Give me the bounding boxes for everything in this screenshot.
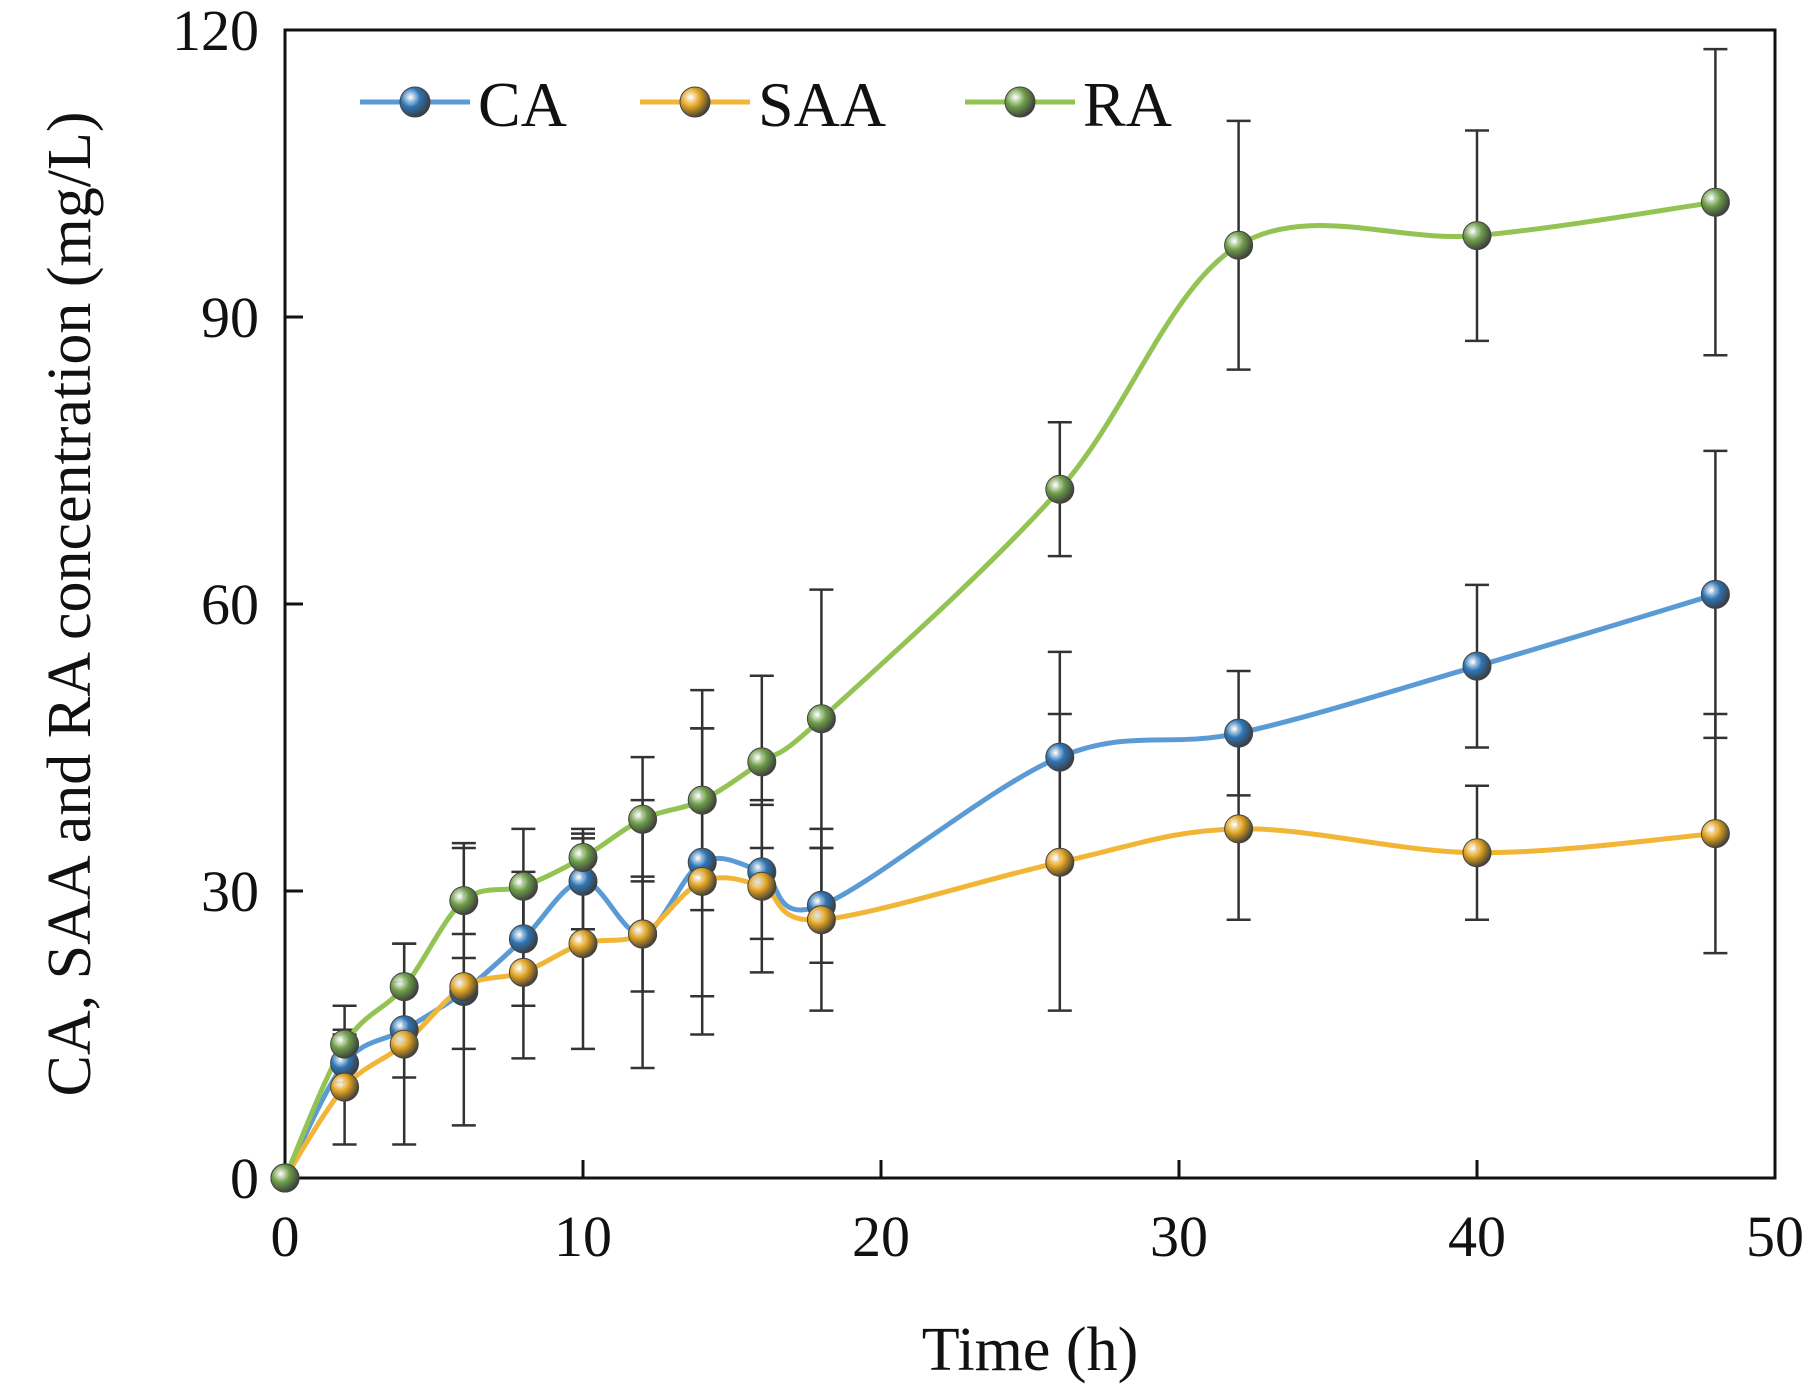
x-axis-title: Time (h): [922, 1316, 1138, 1384]
y-tick-label: 0: [230, 1146, 259, 1211]
data-point-ra: [508, 871, 538, 901]
data-point-ra: [806, 704, 836, 734]
legend: CA SAA RA: [360, 69, 1172, 140]
legend-label-ca: CA: [478, 69, 567, 140]
axis-ticks: 0 10 20 30 40 50 0 30 60 90 120: [172, 0, 1804, 1269]
data-point-saa: [628, 919, 658, 949]
legend-item-ca: CA: [360, 69, 567, 140]
data-point-ra: [1224, 230, 1254, 260]
data-point-ra: [330, 1029, 360, 1059]
data-point-saa: [806, 905, 836, 935]
data-point-saa: [1700, 819, 1730, 849]
x-tick-label: 20: [852, 1204, 910, 1269]
data-point-saa: [330, 1072, 360, 1102]
data-point-ra: [687, 785, 717, 815]
legend-marker-ca: [399, 86, 431, 118]
data-point-ra: [628, 804, 658, 834]
series-line-ca: [282, 592, 1717, 1180]
x-tick-label: 10: [554, 1204, 612, 1269]
y-tick-label: 60: [201, 572, 259, 637]
x-tick-label: 40: [1448, 1204, 1506, 1269]
y-tick-label: 120: [172, 0, 259, 63]
data-point-ra: [389, 972, 419, 1002]
data-point-ca: [1224, 718, 1254, 748]
data-point-ra: [449, 886, 479, 916]
data-point-ca: [1045, 742, 1075, 772]
data-point-ca: [1462, 651, 1492, 681]
data-point-ca: [1700, 579, 1730, 609]
data-point-saa: [449, 972, 479, 1002]
legend-label-saa: SAA: [758, 69, 886, 140]
x-tick-label: 50: [1746, 1204, 1804, 1269]
y-axis-title: CA, SAA and RA concentration (mg/L): [36, 112, 104, 1097]
data-point-ra: [747, 747, 777, 777]
data-point-saa: [1462, 838, 1492, 868]
data-point-ca: [508, 924, 538, 954]
data-point-saa: [687, 866, 717, 896]
data-point-saa: [508, 957, 538, 987]
legend-marker-ra: [1004, 86, 1036, 118]
plot-area: [283, 28, 1777, 1180]
data-point-ra: [1462, 221, 1492, 251]
x-tick-label: 0: [271, 1204, 300, 1269]
series-line-saa: [282, 826, 1716, 1180]
legend-item-saa: SAA: [640, 69, 886, 140]
data-point-ra: [1045, 474, 1075, 504]
data-point-saa: [747, 871, 777, 901]
legend-item-ra: RA: [965, 69, 1172, 140]
data-point-saa: [1045, 847, 1075, 877]
y-tick-label: 30: [201, 859, 259, 924]
x-tick-label: 30: [1150, 1204, 1208, 1269]
legend-label-ra: RA: [1083, 69, 1172, 140]
data-point-saa: [568, 929, 598, 959]
data-point-ra: [1700, 187, 1730, 217]
data-point-saa: [1224, 814, 1254, 844]
data-point-saa: [389, 1029, 419, 1059]
data-point-ra: [270, 1163, 300, 1193]
series-markers: [270, 187, 1730, 1193]
y-tick-label: 90: [201, 285, 259, 350]
legend-marker-saa: [679, 86, 711, 118]
data-point-ra: [568, 843, 598, 873]
